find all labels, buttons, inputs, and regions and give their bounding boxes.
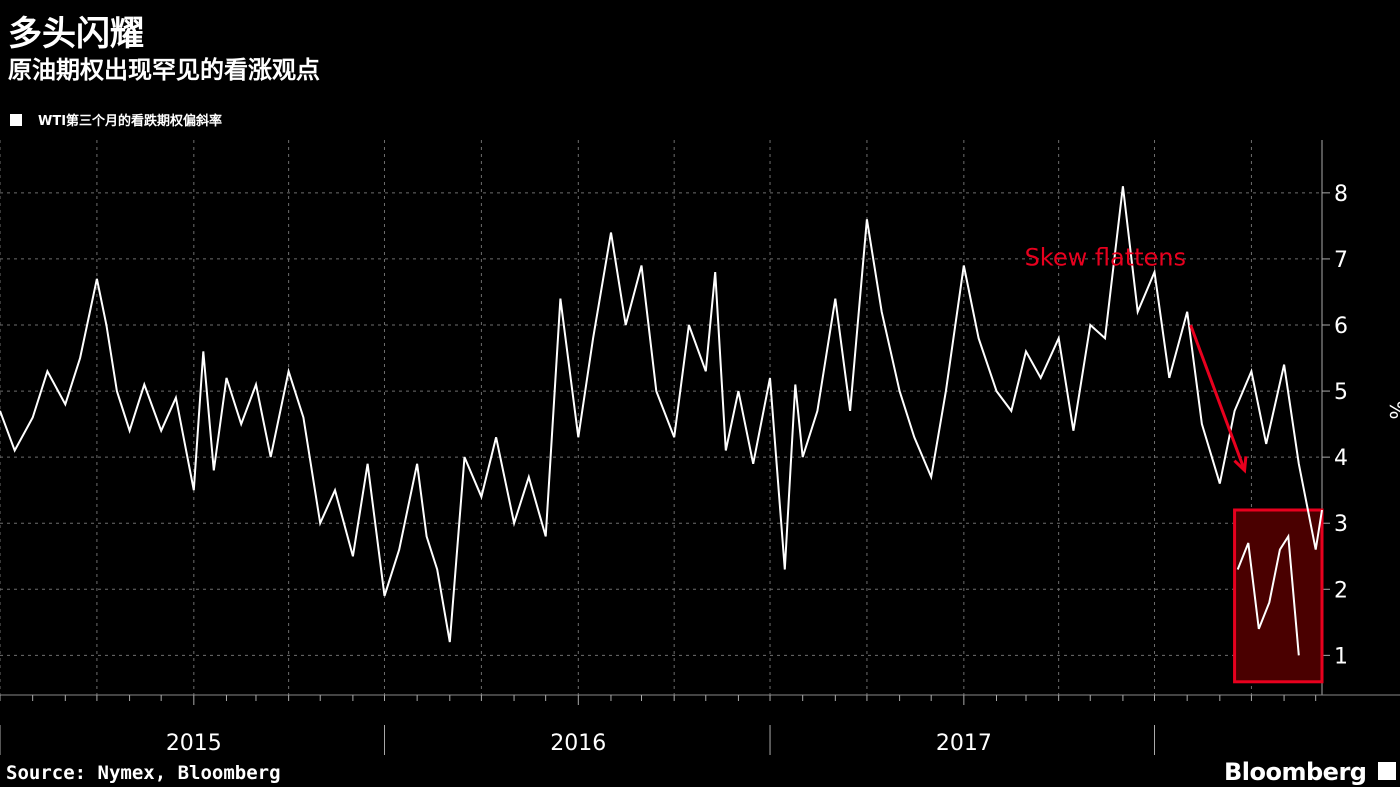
y-axis-label: % bbox=[1385, 400, 1400, 419]
axis-labels: 1 2 3 4 5 6 7 8% 2015 2016 2017 bbox=[166, 182, 1400, 756]
x-tick-label: 2015 bbox=[166, 731, 222, 756]
bloomberg-logo: Bloomberg bbox=[1224, 758, 1367, 786]
source-note: Source: Nymex, Bloomberg bbox=[6, 762, 281, 784]
axes bbox=[0, 140, 1400, 755]
y-tick-label: 1 bbox=[1334, 644, 1348, 669]
annotation: Skew flattens bbox=[1025, 244, 1248, 474]
grid-lines bbox=[0, 140, 1322, 695]
x-tick-label: 2016 bbox=[550, 731, 606, 756]
annotation-arrowhead bbox=[1233, 456, 1248, 474]
chart-subtitle: 原油期权出现罕见的看涨观点 bbox=[8, 56, 320, 84]
highlight-region bbox=[1233, 508, 1324, 684]
y-tick-label: 3 bbox=[1334, 512, 1348, 537]
series-line-wti-skew bbox=[0, 186, 1323, 643]
highlight-box bbox=[1233, 508, 1324, 684]
legend-swatch bbox=[10, 113, 22, 126]
highlight-series-line bbox=[1236, 533, 1300, 656]
annotation-arrow bbox=[1189, 324, 1246, 471]
y-tick-label: 6 bbox=[1334, 314, 1348, 339]
y-tick-label: 5 bbox=[1334, 380, 1348, 405]
y-tick-label: 8 bbox=[1334, 182, 1348, 207]
annotation-label: Skew flattens bbox=[1025, 244, 1186, 272]
bloomberg-chart-icon bbox=[1378, 762, 1396, 780]
legend-label: WTI第三个月的看跌期权偏斜率 bbox=[38, 114, 223, 129]
legend: WTI第三个月的看跌期权偏斜率 bbox=[10, 110, 222, 129]
y-tick-label: 7 bbox=[1334, 248, 1348, 273]
y-tick-label: 2 bbox=[1334, 578, 1348, 603]
y-tick-label: 4 bbox=[1334, 446, 1348, 471]
chart-title: 多头闪耀 bbox=[8, 14, 144, 54]
x-tick-label: 2017 bbox=[936, 731, 992, 756]
